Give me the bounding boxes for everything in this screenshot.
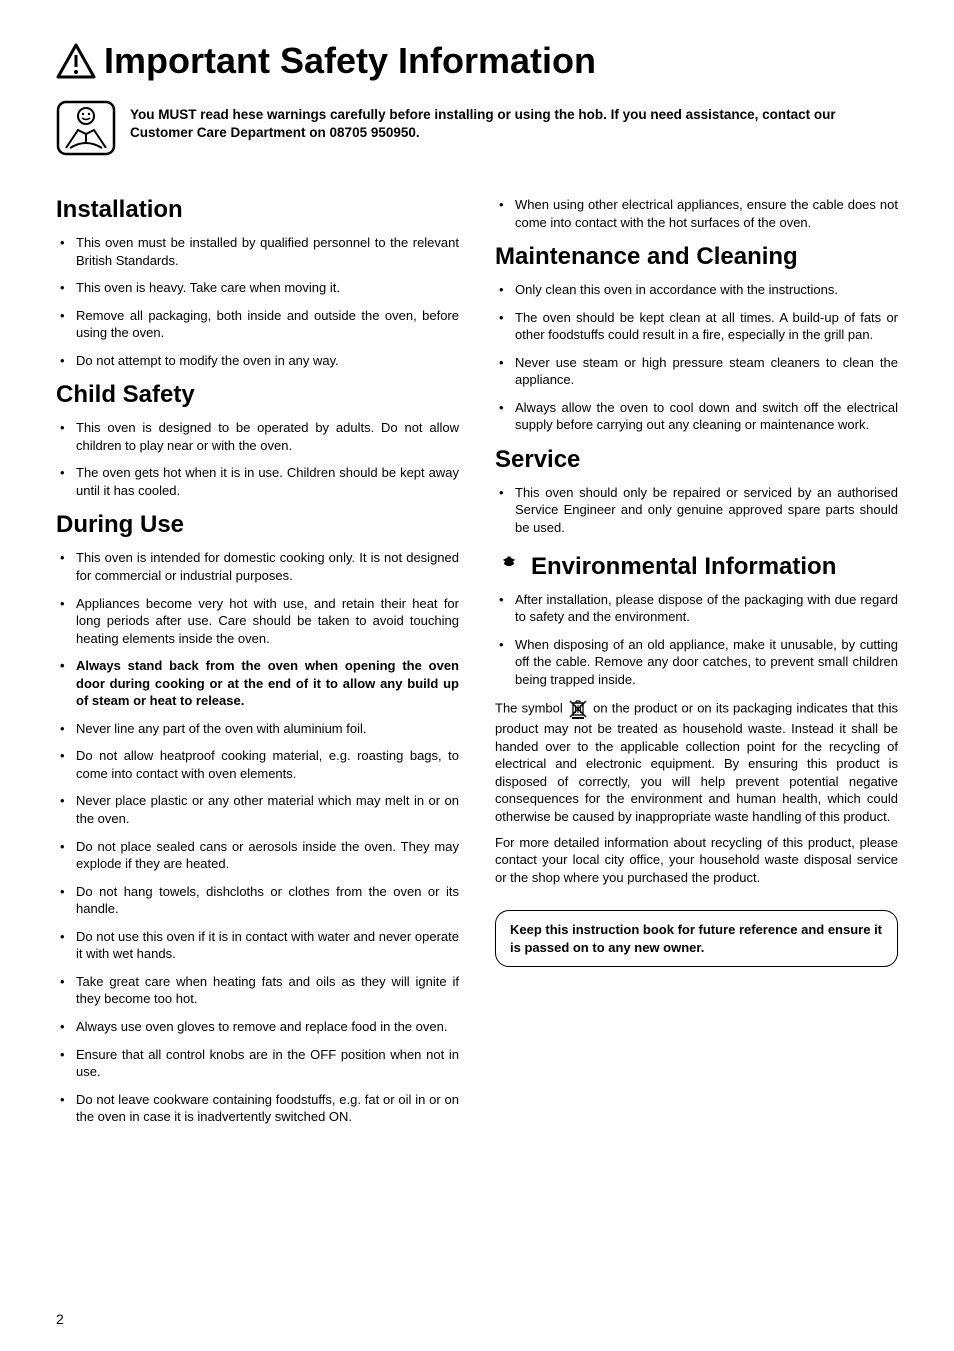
- list-item: This oven should only be repaired or ser…: [495, 484, 898, 537]
- list-item: When disposing of an old appliance, make…: [495, 636, 898, 689]
- content-columns: Installation This oven must be installed…: [56, 184, 898, 1136]
- page-title: Important Safety Information: [104, 40, 596, 82]
- callout-box: Keep this instruction book for future re…: [495, 910, 898, 967]
- page-number: 2: [56, 1311, 64, 1327]
- list-item: This oven is heavy. Take care when movin…: [56, 279, 459, 297]
- environmental-heading: Environmental Information: [531, 553, 836, 581]
- list-item: The oven gets hot when it is in use. Chi…: [56, 464, 459, 499]
- list-item: Take great care when heating fats and oi…: [56, 973, 459, 1008]
- list-item: When using other electrical appliances, …: [495, 196, 898, 231]
- para1b: on the product or on its packaging indic…: [495, 701, 898, 824]
- para1a: The symbol: [495, 701, 567, 716]
- during-use-cont-list: When using other electrical appliances, …: [495, 196, 898, 231]
- list-item: Only clean this oven in accordance with …: [495, 281, 898, 299]
- list-item: Always allow the oven to cool down and s…: [495, 399, 898, 434]
- list-item: Do not allow heatproof cooking material,…: [56, 747, 459, 782]
- maintenance-list: Only clean this oven in accordance with …: [495, 281, 898, 434]
- list-item: The oven should be kept clean at all tim…: [495, 309, 898, 344]
- reading-book-icon: [56, 100, 116, 156]
- list-item: Ensure that all control knobs are in the…: [56, 1046, 459, 1081]
- list-item: Never line any part of the oven with alu…: [56, 720, 459, 738]
- title-row: Important Safety Information: [56, 40, 898, 82]
- weee-bin-icon: [567, 698, 589, 720]
- list-item: This oven is designed to be operated by …: [56, 419, 459, 454]
- child-safety-list: This oven is designed to be operated by …: [56, 419, 459, 499]
- environmental-list: After installation, please dispose of th…: [495, 591, 898, 689]
- during-use-list: This oven is intended for domestic cooki…: [56, 549, 459, 1125]
- maintenance-heading: Maintenance and Cleaning: [495, 243, 898, 271]
- list-item: Do not leave cookware containing foodstu…: [56, 1091, 459, 1126]
- list-item: Do not use this oven if it is in contact…: [56, 928, 459, 963]
- list-item: This oven must be installed by qualified…: [56, 234, 459, 269]
- list-item: Remove all packaging, both inside and ou…: [56, 307, 459, 342]
- service-heading: Service: [495, 446, 898, 474]
- list-item: Always use oven gloves to remove and rep…: [56, 1018, 459, 1036]
- during-use-heading: During Use: [56, 511, 459, 539]
- list-item: This oven is intended for domestic cooki…: [56, 549, 459, 584]
- child-safety-heading: Child Safety: [56, 381, 459, 409]
- right-column: When using other electrical appliances, …: [495, 184, 898, 1136]
- warning-triangle-icon: [56, 43, 96, 79]
- installation-heading: Installation: [56, 196, 459, 224]
- list-item: Appliances become very hot with use, and…: [56, 595, 459, 648]
- list-item: Never place plastic or any other materia…: [56, 792, 459, 827]
- recycle-icon: [495, 553, 523, 581]
- environmental-heading-row: Environmental Information: [495, 553, 898, 581]
- list-item: Do not attempt to modify the oven in any…: [56, 352, 459, 370]
- service-list: This oven should only be repaired or ser…: [495, 484, 898, 537]
- environmental-para1: The symbol on the product or on its pack…: [495, 698, 898, 825]
- list-item: Never use steam or high pressure steam c…: [495, 354, 898, 389]
- intro-text: You MUST read hese warnings carefully be…: [130, 100, 898, 156]
- environmental-para2: For more detailed information about recy…: [495, 834, 898, 887]
- list-item-bold: Always stand back from the oven when ope…: [56, 657, 459, 710]
- list-item: Do not hang towels, dishcloths or clothe…: [56, 883, 459, 918]
- left-column: Installation This oven must be installed…: [56, 184, 459, 1136]
- list-item: After installation, please dispose of th…: [495, 591, 898, 626]
- installation-list: This oven must be installed by qualified…: [56, 234, 459, 369]
- intro-row: You MUST read hese warnings carefully be…: [56, 100, 898, 156]
- list-item: Do not place sealed cans or aerosols ins…: [56, 838, 459, 873]
